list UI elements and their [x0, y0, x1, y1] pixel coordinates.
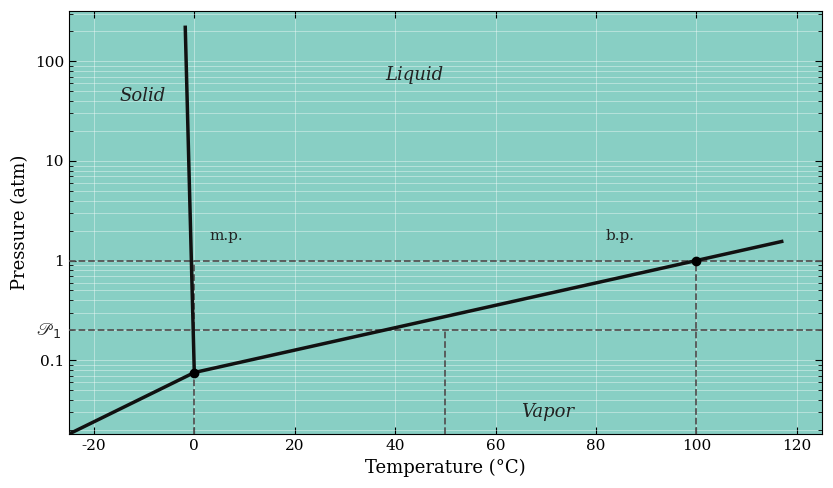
Text: $\mathscr{P}_1$: $\mathscr{P}_1$ [36, 321, 62, 340]
Text: Solid: Solid [119, 87, 165, 105]
X-axis label: Temperature (°C): Temperature (°C) [365, 459, 526, 477]
Y-axis label: Pressure (atm): Pressure (atm) [11, 155, 29, 290]
Text: Vapor: Vapor [521, 403, 574, 421]
Text: Liquid: Liquid [385, 66, 443, 84]
Text: b.p.: b.p. [606, 229, 635, 243]
Text: m.p.: m.p. [209, 229, 243, 243]
